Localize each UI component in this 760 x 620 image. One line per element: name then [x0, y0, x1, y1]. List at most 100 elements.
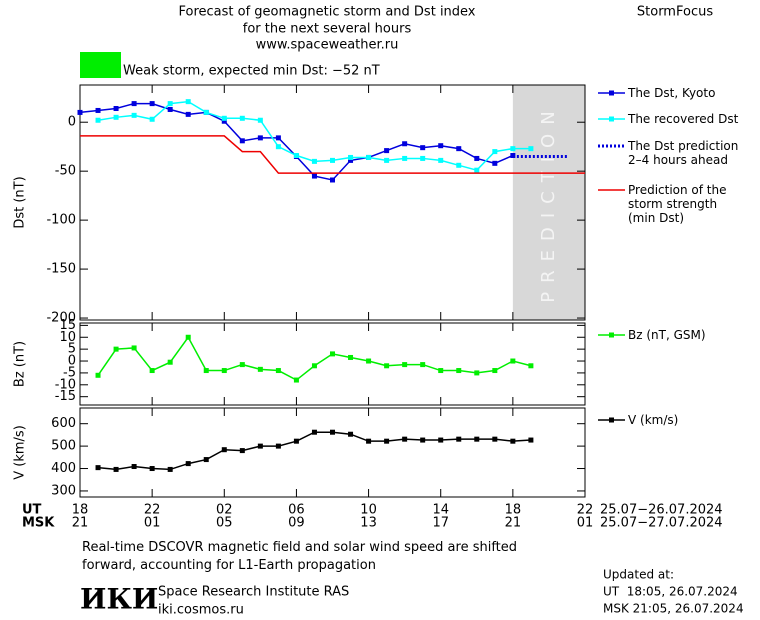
series-marker [474, 167, 480, 173]
y-tick-label: 15 [59, 318, 76, 333]
series-marker [510, 146, 516, 152]
series-marker [239, 448, 245, 454]
x-tick-label: 22 [144, 503, 161, 518]
y-tick-label: 600 [51, 416, 76, 431]
y-tick-label: 0 [68, 115, 76, 130]
series-marker [239, 362, 245, 368]
legend-marker [609, 116, 614, 122]
title: Forecast of geomagnetic storm and Dst in… [178, 5, 475, 20]
series-marker [203, 109, 209, 115]
series-marker [221, 118, 227, 124]
x-tick-label: 13 [360, 516, 377, 531]
y-tick-label: 0 [68, 354, 76, 369]
subtitle: for the next several hours [243, 22, 412, 37]
y-tick-label: -5 [63, 365, 76, 380]
site: iki.cosmos.ru [158, 603, 244, 618]
series-marker [311, 173, 317, 179]
y-tick-label: -50 [55, 164, 76, 179]
series-marker [348, 157, 354, 163]
y-axis-title: V (km/s) [13, 425, 28, 480]
series-marker [456, 146, 462, 152]
series-marker [311, 158, 317, 164]
series-marker [384, 157, 390, 163]
series-marker [257, 366, 263, 372]
y-tick-label: -10 [55, 377, 76, 392]
series-marker [257, 443, 263, 449]
series-marker [149, 466, 155, 472]
series-marker [474, 436, 480, 442]
y-tick-label: -200 [46, 311, 76, 326]
series-marker [275, 443, 281, 449]
y-tick-label: 300 [51, 483, 76, 498]
series-marker [221, 447, 227, 453]
x-tick-label: 10 [360, 503, 377, 518]
series-line [80, 135, 585, 174]
series-marker [330, 157, 335, 163]
series-marker [510, 358, 516, 364]
storm-indicator [80, 52, 121, 78]
x-axis-name: MSK [22, 516, 55, 531]
series-marker [366, 438, 372, 444]
series-marker [95, 465, 101, 471]
series-marker [366, 358, 372, 364]
series-marker [149, 116, 155, 122]
series-marker [348, 431, 354, 437]
series-marker [239, 115, 245, 121]
prediction-label: PREDICTION [538, 102, 559, 302]
series-marker [528, 437, 534, 443]
series-line [97, 431, 531, 471]
x-tick-label: 01 [577, 516, 594, 531]
y-tick-label: 400 [51, 461, 76, 476]
series-marker [456, 368, 462, 374]
x-tick-label: 18 [505, 503, 522, 518]
x-tick-label: 21 [72, 516, 89, 531]
series-marker [348, 154, 354, 160]
series-marker [311, 429, 317, 435]
series-marker [131, 345, 137, 351]
y-axis-title: Bz (nT) [13, 341, 28, 387]
y-tick-label: 500 [51, 439, 76, 454]
series-marker [510, 438, 516, 444]
series-marker [275, 135, 281, 141]
series-marker [474, 155, 480, 161]
storm-text: Weak storm, expected min Dst: −52 nT [123, 64, 380, 79]
series-marker [330, 429, 335, 435]
y-tick-label: -150 [46, 262, 76, 277]
x-tick-label: 06 [288, 503, 305, 518]
updated-label: Updated at: [603, 568, 674, 582]
series-marker [293, 153, 299, 158]
x-tick-label: 14 [432, 503, 449, 518]
series-marker [384, 363, 390, 369]
series-line [97, 335, 532, 381]
series-marker [185, 461, 191, 467]
series-marker [131, 464, 137, 470]
legend-label: V (km/s) [628, 413, 679, 427]
series-marker [167, 101, 173, 107]
series-marker [95, 117, 101, 123]
series-marker [149, 368, 155, 374]
series-marker [492, 160, 498, 166]
series-marker [131, 112, 137, 118]
series-marker [95, 107, 101, 113]
legend-label: Prediction of the storm strength (min Ds… [628, 183, 727, 225]
series-marker [203, 368, 209, 374]
series-marker [185, 334, 191, 340]
series-marker [185, 99, 191, 105]
series-marker [95, 372, 101, 378]
series-marker [203, 457, 209, 463]
panel-frame [79, 322, 586, 406]
series-marker [330, 177, 335, 183]
series-marker [492, 368, 498, 374]
series-marker [131, 101, 137, 107]
date-range: 25.07−26.07.2024 [600, 503, 723, 518]
series-marker [221, 115, 227, 121]
x-axis-name: UT [22, 503, 42, 518]
legend-label: The Dst prediction 2–4 hours ahead [628, 139, 739, 167]
x-tick-label: 22 [577, 503, 594, 518]
series-marker [384, 148, 390, 154]
series-marker [149, 101, 155, 107]
logo: ИКИ [80, 583, 158, 616]
y-tick-label: 10 [59, 330, 76, 345]
x-tick-label: 05 [216, 516, 233, 531]
